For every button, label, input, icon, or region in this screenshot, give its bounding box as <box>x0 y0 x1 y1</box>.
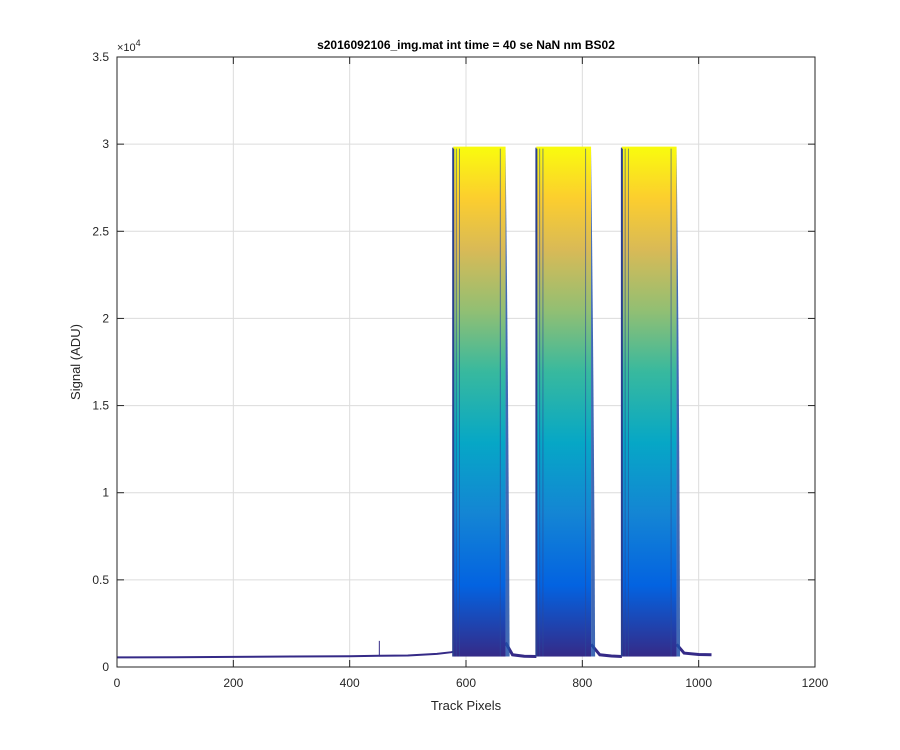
x-tick-label: 1000 <box>685 676 712 690</box>
y-tick-label: 0.5 <box>92 573 109 587</box>
x-tick-label: 1200 <box>802 676 829 690</box>
x-tick-label: 200 <box>223 676 243 690</box>
band-fill <box>621 147 677 657</box>
x-tick-label: 800 <box>572 676 592 690</box>
band-fill <box>536 147 592 657</box>
y-tick-label: 2.5 <box>92 224 109 238</box>
y-tick-label: 1 <box>102 486 109 500</box>
y-tick-label: 0 <box>102 660 109 674</box>
signal-band-3 <box>620 146 681 657</box>
signal-band-2 <box>535 146 596 657</box>
y-axis-label: Signal (ADU) <box>68 324 83 400</box>
band-fill <box>453 147 506 657</box>
y-exponent-power: 4 <box>136 38 141 48</box>
y-tick-label: 3.5 <box>92 50 109 64</box>
x-tick-label: 400 <box>340 676 360 690</box>
band-tail <box>505 147 510 657</box>
signal-band-1 <box>452 146 510 657</box>
y-tick-label: 2 <box>102 311 109 325</box>
y-tick-label: 3 <box>102 137 109 151</box>
y-exponent-label: ×104 <box>117 38 141 54</box>
y-tick-label: 1.5 <box>92 399 109 413</box>
x-tick-label: 0 <box>114 676 121 690</box>
y-axis: 0 0.5 1 1.5 2 2.5 3 3.5 <box>92 50 815 674</box>
band-tail <box>591 147 596 657</box>
floor-segment <box>589 643 622 658</box>
chart-title: s2016092106_img.mat int time = 40 se NaN… <box>317 38 615 52</box>
series-group <box>116 146 712 659</box>
floor-segment <box>675 643 712 657</box>
x-tick-label: 600 <box>456 676 476 690</box>
band-tail <box>676 147 681 657</box>
x-axis: 0 200 400 600 800 1000 1200 <box>114 57 829 690</box>
baseline-line <box>116 650 455 659</box>
x-axis-label: Track Pixels <box>431 698 502 713</box>
